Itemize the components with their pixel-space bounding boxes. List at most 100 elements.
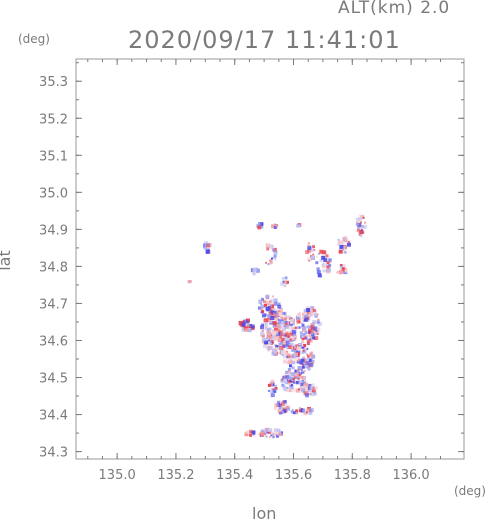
data-point bbox=[306, 353, 309, 356]
data-point bbox=[311, 383, 315, 387]
data-point bbox=[260, 325, 264, 330]
data-point bbox=[301, 322, 304, 325]
data-point bbox=[285, 340, 290, 345]
data-point bbox=[300, 368, 303, 371]
data-point bbox=[267, 349, 270, 352]
data-point bbox=[204, 241, 208, 246]
data-point bbox=[292, 388, 296, 393]
data-point bbox=[274, 258, 277, 261]
data-point bbox=[269, 382, 274, 387]
data-point bbox=[278, 410, 281, 413]
data-point bbox=[322, 269, 326, 273]
data-point bbox=[304, 382, 308, 387]
data-point bbox=[270, 310, 275, 315]
data-point bbox=[342, 237, 346, 241]
data-point bbox=[268, 343, 271, 346]
data-point bbox=[261, 329, 264, 332]
data-point bbox=[312, 360, 315, 363]
data-point bbox=[278, 311, 283, 316]
data-point bbox=[209, 251, 211, 254]
data-point bbox=[284, 285, 287, 287]
data-point bbox=[276, 432, 279, 435]
data-point bbox=[289, 380, 292, 382]
data-point bbox=[299, 367, 302, 370]
data-point bbox=[281, 383, 285, 387]
data-point bbox=[277, 339, 281, 342]
data-point bbox=[265, 319, 268, 322]
data-point bbox=[303, 370, 306, 373]
data-point bbox=[268, 335, 272, 340]
data-point bbox=[283, 325, 286, 328]
data-point bbox=[269, 300, 272, 304]
data-point bbox=[281, 338, 285, 341]
observation-datetime: 2020/09/17 11:41:01 bbox=[128, 26, 401, 54]
data-point bbox=[364, 221, 367, 224]
data-point bbox=[284, 324, 289, 329]
altitude-label: ALT(km) 2.0 bbox=[338, 0, 451, 18]
data-point bbox=[266, 331, 270, 335]
data-point bbox=[283, 336, 288, 341]
data-point bbox=[337, 240, 342, 245]
data-point bbox=[301, 323, 305, 327]
data-point bbox=[301, 388, 306, 393]
data-point bbox=[311, 354, 316, 359]
data-point bbox=[308, 383, 312, 387]
data-point bbox=[277, 304, 282, 309]
data-point bbox=[302, 333, 306, 336]
data-point bbox=[269, 341, 272, 344]
data-point bbox=[292, 377, 295, 380]
data-point bbox=[268, 339, 271, 342]
data-point bbox=[277, 428, 281, 432]
data-point bbox=[339, 271, 343, 275]
data-point bbox=[263, 300, 266, 304]
data-point bbox=[298, 326, 301, 329]
data-point bbox=[275, 388, 278, 391]
data-point bbox=[264, 303, 267, 307]
data-point bbox=[304, 390, 309, 395]
data-point bbox=[361, 225, 365, 229]
data-point bbox=[275, 316, 279, 320]
data-point bbox=[276, 327, 281, 332]
data-point bbox=[294, 370, 297, 373]
y-tick-label: 35.1 bbox=[39, 149, 68, 164]
data-point bbox=[299, 331, 303, 335]
data-point bbox=[238, 320, 243, 325]
data-point bbox=[307, 244, 310, 247]
data-point bbox=[273, 407, 277, 411]
data-point bbox=[316, 313, 319, 316]
data-point bbox=[275, 310, 280, 314]
data-point bbox=[260, 307, 264, 311]
data-point bbox=[296, 383, 298, 385]
data-point bbox=[275, 345, 279, 348]
data-point bbox=[291, 337, 295, 341]
data-point bbox=[271, 301, 275, 305]
data-point bbox=[292, 334, 297, 339]
data-point bbox=[291, 372, 295, 377]
data-point bbox=[280, 316, 284, 320]
data-point bbox=[274, 319, 279, 324]
data-point bbox=[266, 247, 270, 251]
data-point bbox=[246, 318, 250, 323]
y-tick-label: 34.9 bbox=[39, 223, 68, 238]
data-point bbox=[308, 332, 313, 337]
data-point bbox=[300, 358, 304, 362]
data-point bbox=[268, 309, 273, 314]
data-point bbox=[322, 262, 325, 265]
data-point bbox=[257, 433, 260, 436]
data-point bbox=[294, 346, 297, 349]
data-point bbox=[279, 334, 284, 339]
data-point bbox=[281, 410, 284, 414]
data-point bbox=[271, 307, 275, 310]
data-point bbox=[279, 307, 284, 312]
data-point bbox=[337, 272, 340, 274]
data-point bbox=[312, 324, 315, 327]
data-point bbox=[265, 307, 270, 311]
data-point bbox=[281, 326, 285, 329]
data-point bbox=[326, 261, 330, 265]
data-point bbox=[268, 347, 271, 350]
data-point bbox=[311, 388, 316, 393]
data-point bbox=[284, 352, 289, 356]
data-point bbox=[313, 326, 318, 331]
y-tick-label: 34.5 bbox=[39, 372, 68, 387]
